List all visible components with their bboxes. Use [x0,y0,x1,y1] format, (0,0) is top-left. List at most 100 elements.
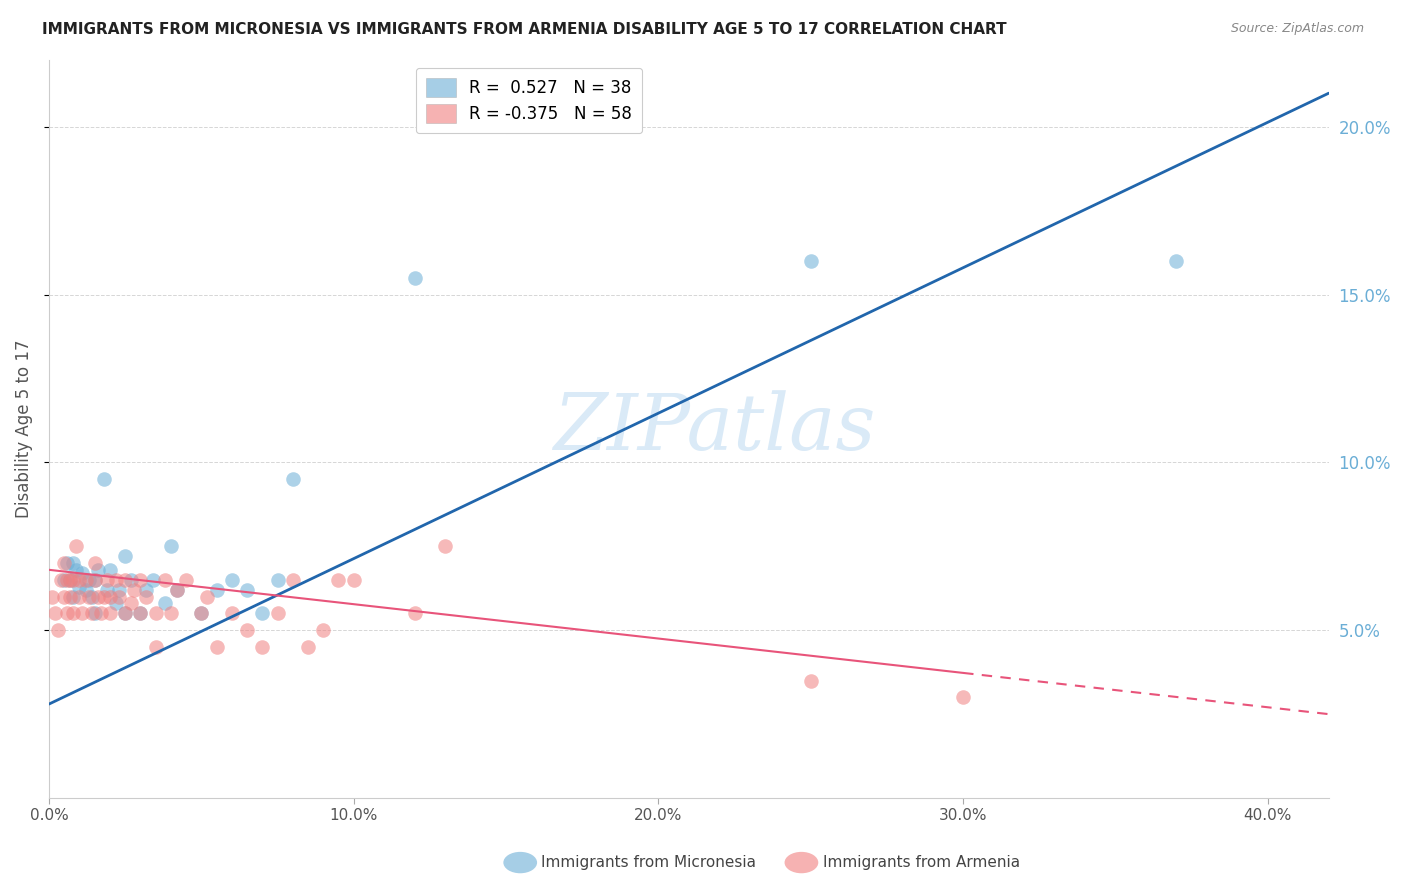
Point [44,607,66,621]
Point [129,607,152,621]
Legend: R =  0.527   N = 38, R = -0.375   N = 58: R = 0.527 N = 38, R = -0.375 N = 58 [416,68,643,133]
Point [105,596,128,610]
Point [65,539,87,553]
Point [53,573,76,587]
Point [197,590,219,604]
Point [59,573,82,587]
Point [72,566,94,581]
Point [312,624,335,638]
Point [221,607,243,621]
Text: Immigrants from Armenia: Immigrants from Armenia [823,855,1019,870]
Point [174,573,197,587]
Point [190,607,212,621]
Text: Immigrants from Micronesia: Immigrants from Micronesia [541,855,756,870]
Point [221,573,243,587]
Point [59,590,82,604]
Point [114,573,136,587]
Point [69,573,91,587]
Point [96,582,118,597]
Point [145,607,167,621]
Point [75,573,97,587]
Point [83,556,105,570]
Point [62,573,84,587]
Point [800,673,823,688]
Point [952,690,974,705]
Point [236,624,259,638]
Point [114,607,136,621]
Point [41,590,63,604]
Point [56,556,79,570]
Point [46,624,69,638]
Point [120,573,142,587]
Point [93,590,115,604]
Point [120,596,142,610]
Point [98,563,121,577]
Point [49,573,72,587]
Point [83,573,105,587]
Point [59,573,82,587]
Point [105,573,128,587]
Point [129,607,152,621]
Point [142,573,165,587]
Point [800,254,823,268]
Point [166,582,188,597]
Point [62,590,84,604]
Point [108,582,131,597]
Point [80,607,103,621]
Point [77,573,100,587]
Point [69,580,91,594]
Point [56,607,79,621]
Point [252,640,274,654]
Y-axis label: Disability Age 5 to 17: Disability Age 5 to 17 [15,340,32,518]
Point [205,582,228,597]
Point [129,573,152,587]
Point [65,563,87,577]
Point [77,590,100,604]
Point [87,590,110,604]
Point [236,582,259,597]
Text: ZIPatlas: ZIPatlas [554,391,876,467]
Point [108,590,131,604]
Point [153,596,176,610]
Point [205,640,228,654]
Point [62,607,84,621]
Point [96,573,118,587]
Point [266,607,288,621]
Point [53,590,76,604]
Point [160,607,183,621]
Text: IMMIGRANTS FROM MICRONESIA VS IMMIGRANTS FROM ARMENIA DISABILITY AGE 5 TO 17 COR: IMMIGRANTS FROM MICRONESIA VS IMMIGRANTS… [42,22,1007,37]
Point [343,573,366,587]
Point [87,563,110,577]
Point [56,573,79,587]
Point [145,640,167,654]
Point [160,539,183,553]
Point [83,573,105,587]
Point [69,590,91,604]
Point [98,590,121,604]
Point [166,582,188,597]
Point [80,590,103,604]
Point [83,607,105,621]
Point [72,607,94,621]
Point [1166,254,1188,268]
Point [135,590,157,604]
Point [98,607,121,621]
Point [297,640,319,654]
Point [328,573,350,587]
Point [190,607,212,621]
Point [93,472,115,486]
Text: Source: ZipAtlas.com: Source: ZipAtlas.com [1230,22,1364,36]
Point [124,582,146,597]
Point [114,549,136,564]
Point [153,573,176,587]
Point [281,573,304,587]
Point [75,582,97,597]
Point [62,556,84,570]
Point [90,607,112,621]
Point [404,270,426,285]
Point [404,607,426,621]
Point [266,573,288,587]
Point [434,539,457,553]
Point [114,607,136,621]
Point [135,582,157,597]
